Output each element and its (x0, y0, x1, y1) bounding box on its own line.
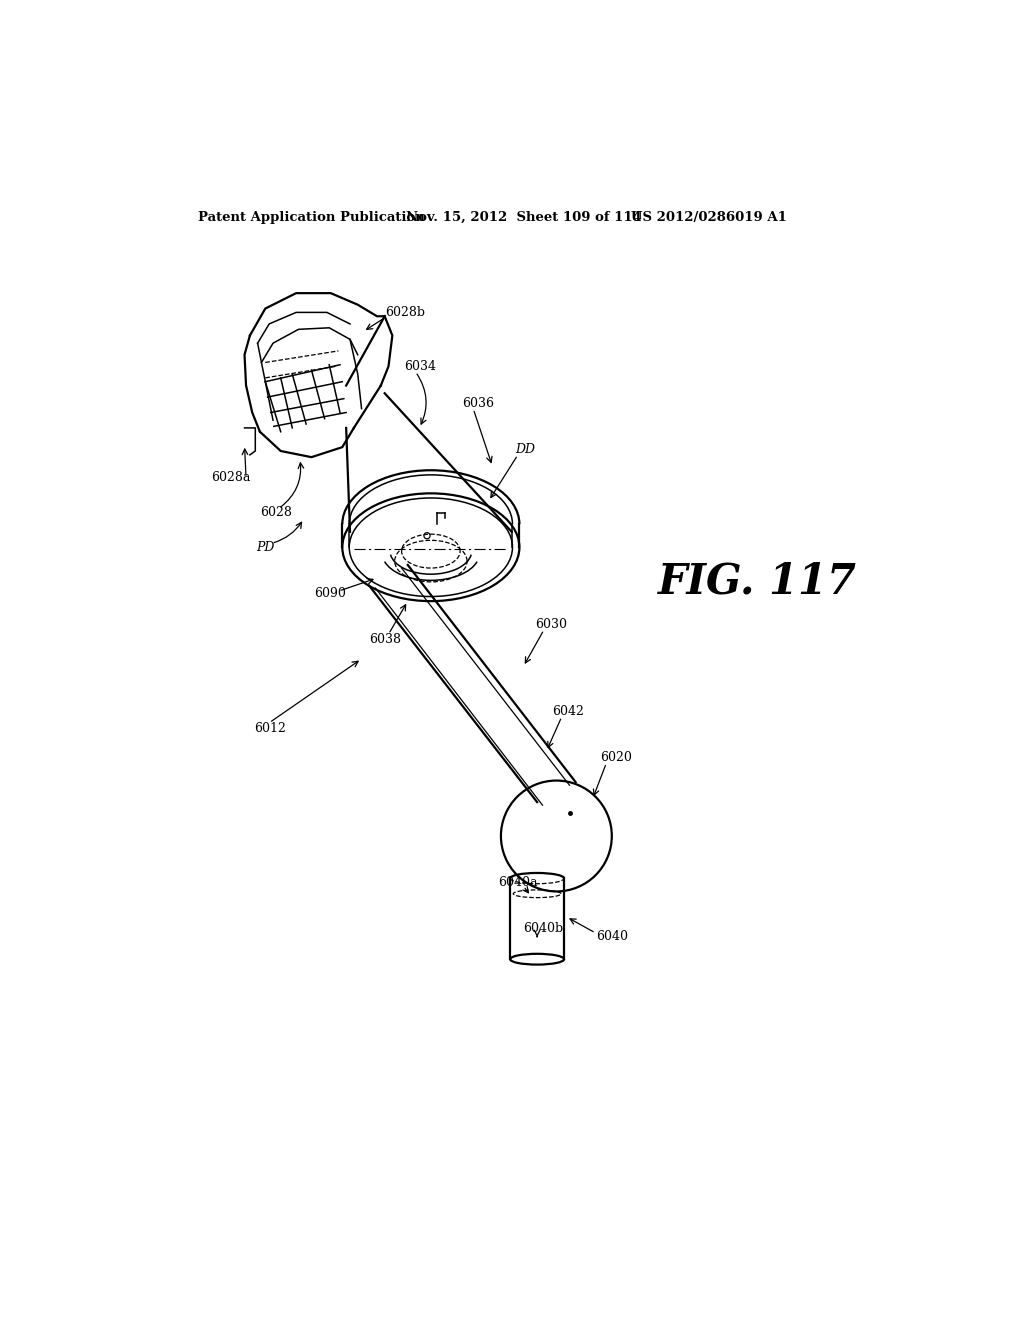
Text: 6028a: 6028a (211, 471, 251, 484)
Text: US 2012/0286019 A1: US 2012/0286019 A1 (631, 211, 786, 224)
Text: 6038: 6038 (370, 634, 401, 647)
Text: 6042: 6042 (553, 705, 585, 718)
Text: 6036: 6036 (462, 397, 494, 409)
Text: 6034: 6034 (403, 360, 436, 372)
Text: 6090: 6090 (313, 587, 346, 601)
Text: 6040a: 6040a (499, 875, 539, 888)
Text: Nov. 15, 2012  Sheet 109 of 114: Nov. 15, 2012 Sheet 109 of 114 (407, 211, 642, 224)
Text: 6030: 6030 (535, 618, 567, 631)
Text: 6040b: 6040b (523, 921, 563, 935)
Text: Patent Application Publication: Patent Application Publication (199, 211, 425, 224)
Text: 6028b: 6028b (385, 306, 425, 319)
Text: 6020: 6020 (600, 751, 632, 764)
Text: 6028: 6028 (260, 506, 292, 519)
Text: PD: PD (256, 541, 274, 554)
Text: FIG. 117: FIG. 117 (658, 561, 857, 603)
Text: DD: DD (515, 444, 536, 455)
Text: 6012: 6012 (254, 722, 286, 735)
Text: 6040: 6040 (596, 929, 629, 942)
